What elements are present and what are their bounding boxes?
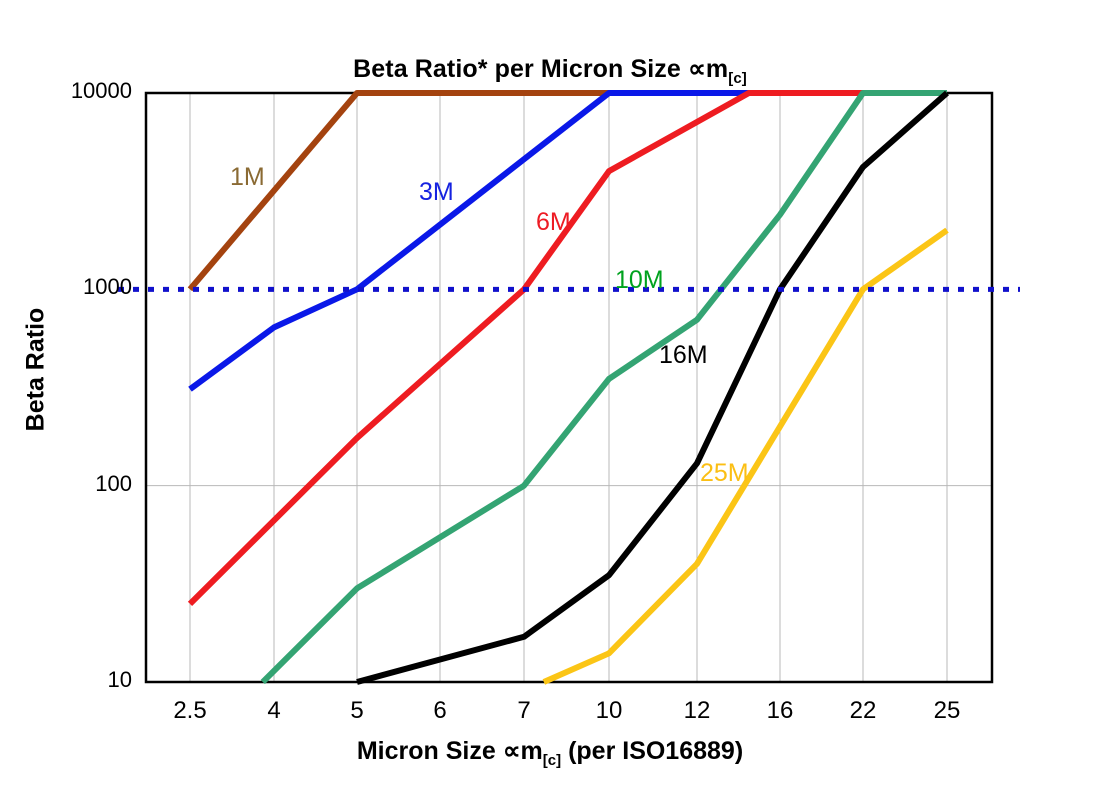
series-line-10M <box>260 90 947 685</box>
series-line-3M <box>188 90 947 392</box>
x-axis-label-post: (per ISO16889) <box>561 737 744 765</box>
y-tick-label-10000: 10000 <box>70 78 132 103</box>
chart-title-subscript: [c] <box>728 70 747 87</box>
series-label-10M: 10M <box>615 266 664 294</box>
x-tick-label-25: 25 <box>933 697 961 724</box>
x-tick-label-4: 4 <box>267 697 281 724</box>
series-line-16M <box>356 90 949 685</box>
x-tick-label-6: 6 <box>433 697 447 724</box>
x-tick-label-12: 12 <box>683 697 711 724</box>
series-line-6M <box>187 90 947 606</box>
x-tick-label-10: 10 <box>595 697 623 724</box>
plot-frame <box>144 91 994 684</box>
series-line-25M <box>542 227 949 685</box>
x-tick-label-16: 16 <box>766 697 794 724</box>
x-axis-label-subscript: [c] <box>542 752 562 769</box>
x-axis-label: Micron Size ∝m[c] (per ISO16889) <box>0 736 1100 769</box>
y-tick-label-100: 100 <box>95 470 132 496</box>
x-tick-label-22: 22 <box>849 697 877 724</box>
y-tick-label-1000: 1000 <box>83 274 132 300</box>
series-label-16M: 16M <box>659 341 708 369</box>
x-tick-label-5: 5 <box>350 697 364 724</box>
series-label-25M: 25M <box>700 459 749 487</box>
page-title: Beta Ratio* per Micron Size ∝m[c] <box>0 54 1100 87</box>
x-tick-label-2.5: 2.5 <box>173 697 207 724</box>
x-tick-label-7: 7 <box>517 697 531 724</box>
x-axis-label-pre: Micron Size ∝m <box>356 737 543 765</box>
chart-title-main: Beta Ratio* per Micron Size ∝m <box>353 55 729 83</box>
series-label-6M: 6M <box>536 208 571 236</box>
y-tick-label-10: 10 <box>107 667 132 692</box>
series-label-3M: 3M <box>419 178 454 206</box>
series-label-1M: 1M <box>230 163 265 191</box>
